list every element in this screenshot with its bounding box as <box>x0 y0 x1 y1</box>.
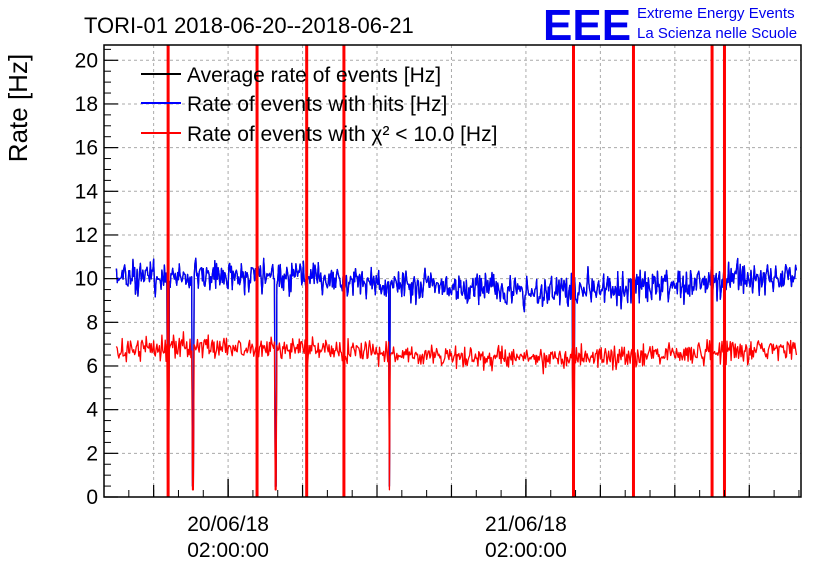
y-tick-label: 4 <box>86 399 98 422</box>
plot-frame <box>103 44 802 498</box>
legend-label: Rate of events with χ² < 10.0 [Hz] <box>187 123 497 146</box>
logo-line-1: Extreme Energy Events <box>637 5 795 22</box>
logo-letters: EEE <box>543 1 631 50</box>
y-tick-label: 14 <box>75 180 99 203</box>
series-line-3 <box>115 331 798 495</box>
y-axis: 0 2 4 6 8 10 12 14 16 18 20 <box>75 48 118 509</box>
logo-line-2: La Scienza nelle Scuole <box>637 25 797 42</box>
y-tick-label: 0 <box>86 486 98 509</box>
chart-title: TORI-01 2018-06-20--2018-06-21 <box>84 13 414 38</box>
y-tick-label: 16 <box>75 137 98 160</box>
y-tick-label: 10 <box>75 268 98 291</box>
y-tick-label: 2 <box>86 442 98 465</box>
series-layer <box>115 45 798 497</box>
y-tick-label: 12 <box>75 224 98 247</box>
x-tick-date: 21/06/18 <box>485 513 567 536</box>
eee-logo: EEE Extreme Energy Events La Scienza nel… <box>543 1 797 50</box>
x-tick-date: 20/06/18 <box>187 513 269 536</box>
legend: Average rate of events [Hz] Rate of event… <box>141 64 497 146</box>
y-tick-label: 8 <box>86 311 98 334</box>
y-tick-label: 18 <box>75 93 98 116</box>
y-axis-label: Rate [Hz] <box>3 54 33 162</box>
y-tick-label: 20 <box>75 49 98 72</box>
grid-lines <box>104 45 801 497</box>
x-axis: 20/06/18 02:00:00 21/06/18 02:00:00 <box>103 479 800 562</box>
x-tick-time: 02:00:00 <box>485 539 567 562</box>
y-tick-label: 6 <box>86 355 98 378</box>
x-tick-time: 02:00:00 <box>187 539 269 562</box>
legend-label: Average rate of events [Hz] <box>187 64 441 87</box>
series-line-2 <box>115 257 798 494</box>
legend-label: Rate of events with hits [Hz] <box>187 93 447 116</box>
